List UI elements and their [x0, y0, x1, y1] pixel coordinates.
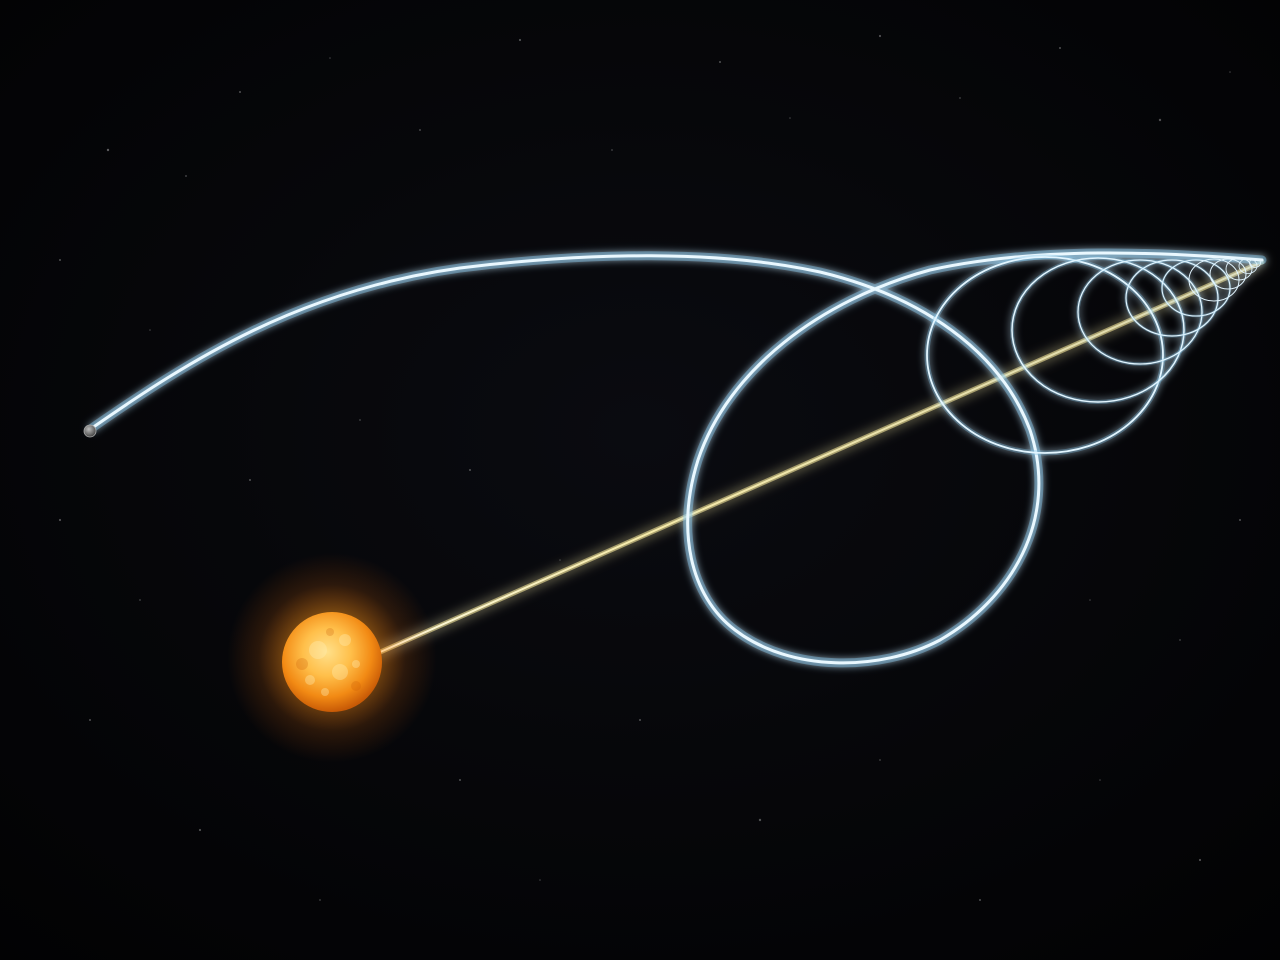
star-surface-texture [305, 634, 360, 696]
star-body [282, 612, 382, 712]
light-beam [375, 259, 1265, 656]
orbit-trail [87, 248, 1267, 668]
orbit-nested-loops [924, 254, 1261, 456]
star-icon [227, 553, 437, 763]
star-field [58, 34, 1241, 901]
planet-icon [83, 424, 97, 438]
